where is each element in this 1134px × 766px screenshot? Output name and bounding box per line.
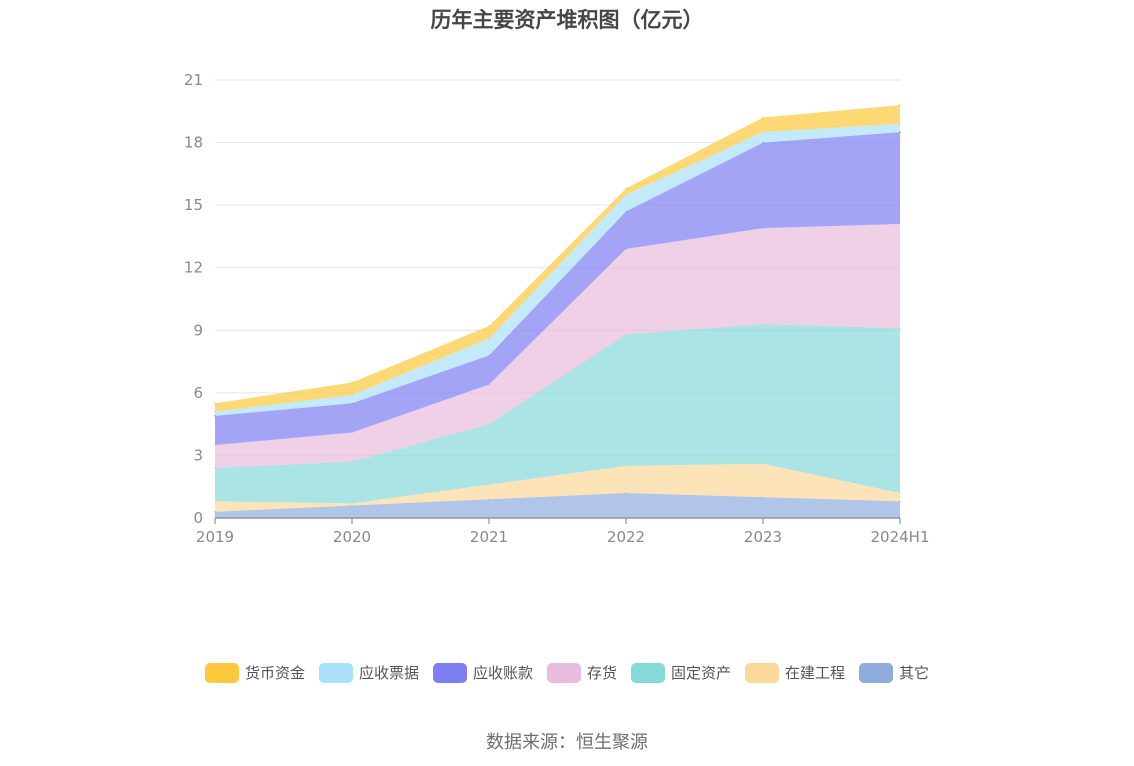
y-tick-label: 15: [184, 196, 203, 214]
legend-item[interactable]: 在建工程: [745, 662, 845, 683]
legend-swatch: [631, 662, 665, 683]
y-tick-label: 9: [193, 321, 203, 339]
legend-item[interactable]: 货币资金: [204, 662, 305, 683]
legend-swatch: [859, 662, 894, 683]
area-series: [215, 463, 900, 512]
x-tick-label: 2023: [744, 528, 782, 546]
legend-label: 应收账款: [472, 664, 533, 682]
legend-item[interactable]: 存货: [546, 662, 617, 683]
legend-label: 固定资产: [671, 664, 732, 682]
legend-item[interactable]: 应收票据: [318, 662, 419, 683]
data-source: 数据来源：恒生聚源: [486, 732, 648, 753]
data-point: [625, 187, 627, 190]
area-series: [215, 223, 900, 468]
data-point: [762, 116, 764, 119]
y-tick-label: 6: [193, 384, 203, 402]
data-point: [214, 402, 216, 405]
y-tick-label: 3: [193, 446, 203, 464]
area-series: [215, 123, 900, 416]
legend-item[interactable]: 应收账款: [432, 662, 533, 683]
stacked-area-chart: 0 3 6 9 12 15 18 21 2019 2020 2021 2022 2023 2024H1: [184, 71, 930, 546]
x-tick-label: 2021: [470, 528, 508, 546]
legend-item[interactable]: 固定资产: [631, 662, 731, 683]
legend-swatch: [204, 662, 239, 683]
area-series: [215, 105, 900, 412]
legend-label: 应收票据: [358, 664, 419, 682]
area-series: [215, 492, 900, 518]
legend-item[interactable]: 其它: [859, 662, 929, 683]
y-tick-label: 21: [184, 71, 203, 89]
area-series: [215, 324, 900, 504]
legend-label: 在建工程: [785, 664, 846, 682]
x-tick-label: 2020: [333, 528, 371, 546]
x-tick-label: 2019: [196, 528, 234, 546]
legend-swatch: [745, 662, 780, 683]
data-point: [488, 325, 490, 327]
legend-label: 其它: [899, 664, 930, 682]
x-tick-label: 2024H1: [871, 528, 930, 546]
legend-swatch: [318, 662, 353, 683]
y-tick-label: 12: [184, 259, 203, 277]
legend-swatch: [432, 662, 467, 683]
y-tick-label: 18: [184, 134, 203, 152]
data-point: [351, 381, 353, 384]
legend-label: 货币资金: [244, 664, 305, 682]
y-tick-label: 0: [193, 509, 203, 527]
legend-label: 存货: [586, 664, 617, 682]
data-point: [899, 104, 901, 106]
legend-swatch: [546, 662, 581, 683]
chart-title: 历年主要资产堆积图（亿元）: [430, 8, 704, 32]
chart-legend: 货币资金 应收票据 应收账款 存货 固定资产 在建工程 其它: [0, 662, 1134, 683]
x-tick-label: 2022: [607, 528, 645, 546]
area-series: [215, 132, 900, 445]
